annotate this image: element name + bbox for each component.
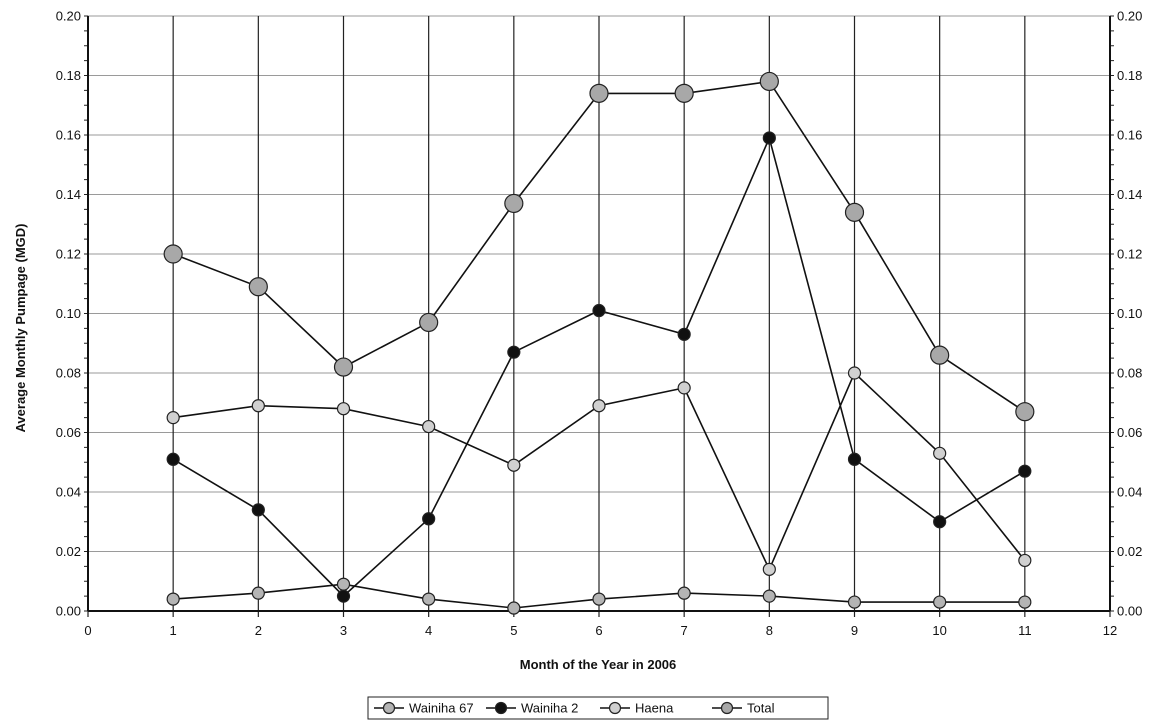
data-point [677,586,691,600]
data-point [507,345,521,359]
y-tick-label-left: 0.04 [56,485,81,500]
y-tick-label-left: 0.00 [56,604,81,619]
data-point [844,202,865,222]
y-tick-label-right: 0.14 [1117,187,1142,202]
y-tick-label-right: 0.18 [1117,68,1142,83]
data-point [677,381,691,395]
x-axis-title: Month of the Year in 2006 [520,657,677,672]
legend: Wainiha 67 Wainiha 2 Haena Total [367,696,829,720]
data-point [251,586,265,600]
legend-marker [382,701,396,715]
y-tick-label-right: 0.02 [1117,544,1142,559]
legend-label: Wainiha 2 [521,701,578,716]
data-point [589,83,609,103]
x-tick-label: 8 [766,623,773,638]
data-point [592,399,606,413]
series-layer [163,71,1035,615]
x-tick-label: 3 [340,623,347,638]
data-point [166,452,180,466]
data-point [847,366,862,380]
data-point [251,503,265,517]
data-point [166,592,180,606]
x-tick-label: 11 [1018,623,1032,638]
data-point [507,458,521,472]
x-tick-label: 6 [595,623,602,638]
data-point [251,399,265,413]
data-point [422,512,436,526]
x-tick-label: 1 [170,623,177,638]
data-point [1015,402,1035,422]
data-point [1018,595,1032,609]
y-tick-label-left: 0.14 [56,187,81,202]
x-tick-label: 4 [425,623,432,638]
data-point [592,303,606,318]
data-point [933,595,947,609]
x-tick-label: 5 [510,623,517,638]
data-point [933,446,947,460]
y-tick-label-left: 0.18 [56,68,81,83]
data-point [336,589,351,603]
y-tick-label-left: 0.20 [56,9,81,24]
legend-label: Haena [635,701,674,716]
data-point [166,411,180,425]
data-point [507,601,521,615]
y-tick-label-right: 0.06 [1117,425,1142,440]
y-tick-label-right: 0.20 [1117,9,1142,24]
tick-labels: 0.00 0.00 0.02 0.02 0.04 0.04 0.06 0.06 0.08 0.08… [56,9,1143,639]
y-axis-title: Average Monthly Pumpage (MGD) [13,224,28,433]
data-point [422,592,436,606]
y-tick-label-right: 0.12 [1117,247,1142,262]
legend-marker [720,701,734,715]
data-point [759,71,779,92]
x-tick-label: 0 [84,623,91,638]
y-tick-label-right: 0.08 [1117,366,1142,381]
data-point [419,312,439,333]
data-point [248,277,268,297]
data-point [762,562,776,576]
data-point [422,419,436,434]
x-tick-label: 7 [681,623,688,638]
axes [84,15,1114,617]
y-tick-label-right: 0.16 [1117,128,1142,143]
data-point [847,595,862,609]
x-tick-label: 10 [932,623,946,638]
data-point [163,244,183,264]
data-point [592,592,606,606]
data-point [677,327,691,341]
data-point [1018,464,1032,478]
y-tick-label-left: 0.02 [56,544,81,559]
y-tick-label-left: 0.16 [56,128,81,143]
x-tick-label: 2 [255,623,262,638]
y-tick-label-right: 0.00 [1117,604,1142,619]
data-point [933,515,947,529]
y-tick-label-left: 0.06 [56,425,81,440]
data-point [674,83,694,103]
x-tick-label: 9 [851,623,858,638]
legend-marker [494,701,508,715]
y-tick-label-left: 0.08 [56,366,81,381]
y-tick-label-right: 0.04 [1117,485,1142,500]
data-point [336,577,351,591]
y-tick-label-left: 0.12 [56,247,81,262]
data-point [504,193,524,214]
legend-label: Wainiha 67 [409,701,474,716]
data-point [1018,553,1032,568]
data-point [762,589,776,603]
y-tick-label-right: 0.10 [1117,306,1142,321]
data-point [847,452,862,466]
legend-marker [608,701,622,715]
data-point [336,402,351,416]
legend-label: Total [747,701,775,716]
legend-box [367,696,829,720]
data-point [333,357,354,377]
data-point [930,345,950,365]
data-point [762,131,776,145]
x-tick-label: 12 [1103,623,1117,638]
y-tick-label-left: 0.10 [56,306,81,321]
